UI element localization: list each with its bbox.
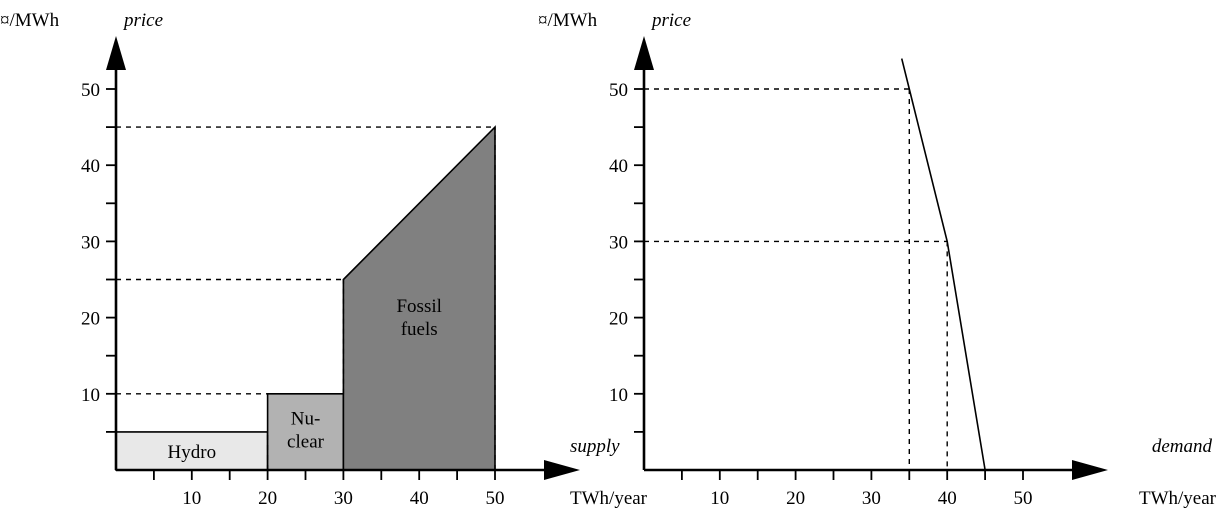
- x-tick-label-0: 10: [710, 488, 729, 509]
- side-label: demand: [1152, 436, 1213, 457]
- y-tick-label-1: 20: [609, 309, 628, 330]
- y-tick-label-0: 10: [609, 385, 628, 406]
- y-axis-arrow: [634, 36, 654, 70]
- x-tick-label-4: 50: [486, 488, 505, 509]
- x-tick-label-3: 40: [410, 488, 429, 509]
- x-tick-label-1: 20: [786, 488, 805, 509]
- y-tick-label-2: 30: [81, 232, 100, 253]
- region-label-2-1: fuels: [401, 319, 438, 340]
- side-label: supply: [570, 436, 620, 457]
- x-unit-label: TWh/year: [570, 488, 648, 509]
- region-label-1-0: Nu-: [291, 408, 321, 429]
- y-axis-title: price: [122, 10, 163, 31]
- y-axis-title: price: [650, 10, 691, 31]
- y-axis-arrow: [106, 36, 126, 70]
- y-tick-label-0: 10: [81, 385, 100, 406]
- x-tick-label-3: 40: [938, 488, 957, 509]
- x-tick-label-4: 50: [1014, 488, 1033, 509]
- x-axis-arrow: [1072, 460, 1108, 480]
- demand-line-0: [900, 58, 986, 471]
- y-tick-label-4: 50: [609, 80, 628, 101]
- y-unit-label: ¤/MWh: [538, 10, 598, 31]
- region-label-0-0: Hydro: [168, 442, 217, 463]
- x-axis-arrow: [544, 460, 580, 480]
- demand-chart: 10 20 30 40 50 10 20 30 40 50 ¤/MWh price TWh/year de…: [538, 10, 1217, 509]
- y-unit-label: ¤/MWh: [0, 10, 60, 31]
- x-tick-label-2: 30: [334, 488, 353, 509]
- x-tick-label-0: 10: [182, 488, 201, 509]
- x-tick-label-1: 20: [258, 488, 277, 509]
- y-tick-label-4: 50: [81, 80, 100, 101]
- y-tick-label-2: 30: [609, 232, 628, 253]
- region-label-2-0: Fossil: [396, 296, 441, 317]
- x-unit-label: TWh/year: [1139, 488, 1217, 509]
- y-tick-label-1: 20: [81, 309, 100, 330]
- y-tick-label-3: 40: [81, 156, 100, 177]
- x-tick-label-2: 30: [862, 488, 881, 509]
- region-label-1-1: clear: [287, 431, 325, 452]
- y-tick-label-3: 40: [609, 156, 628, 177]
